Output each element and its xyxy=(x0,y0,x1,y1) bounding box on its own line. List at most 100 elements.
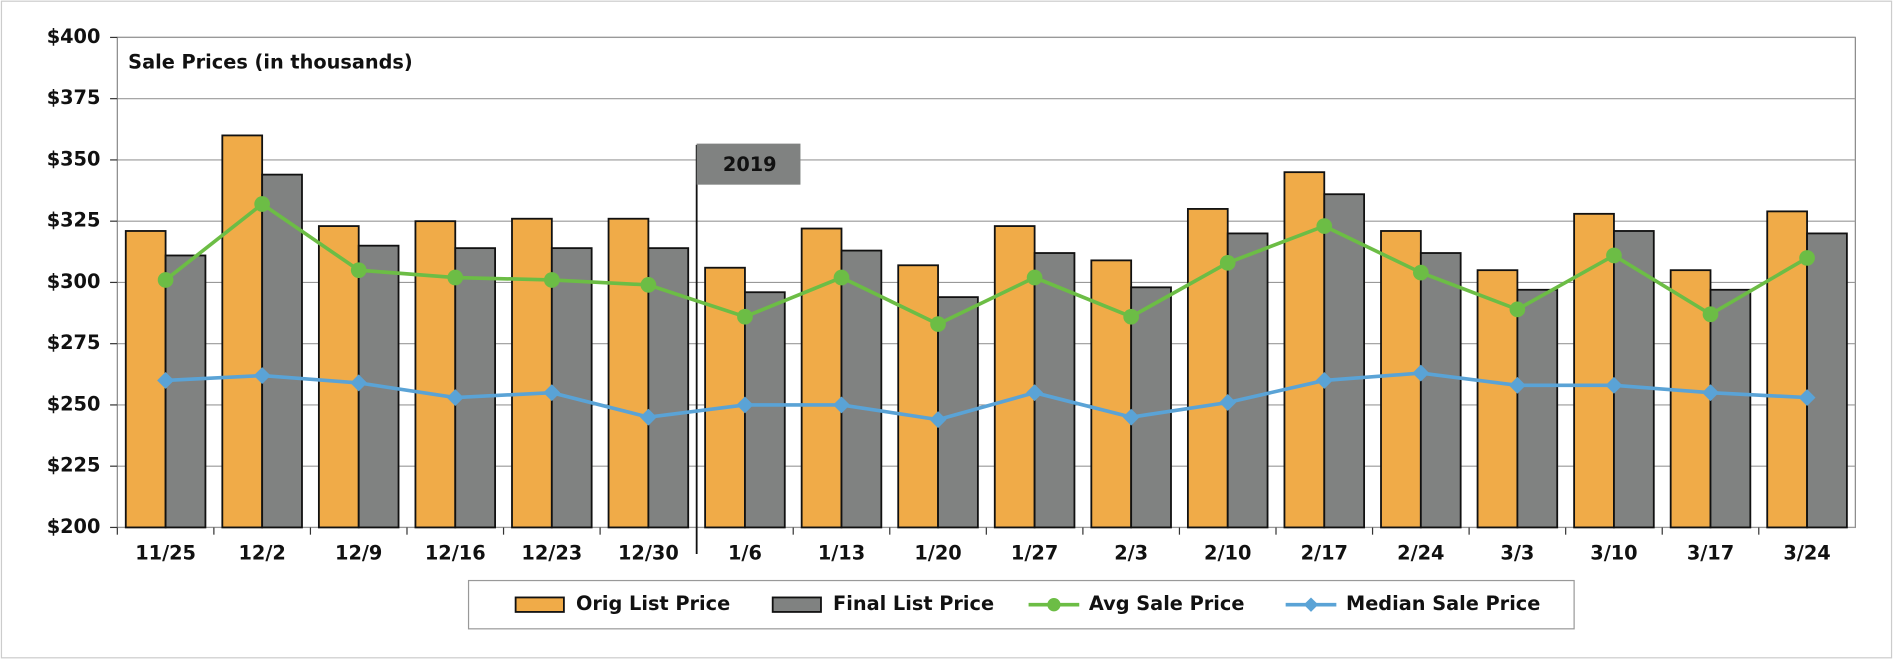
marker xyxy=(1702,306,1719,323)
y-tick-label: $250 xyxy=(47,392,101,415)
x-tick-label: 1/27 xyxy=(1011,541,1058,564)
marker xyxy=(1702,384,1719,402)
x-tick-label: 12/9 xyxy=(335,541,382,564)
annotation: 2019 xyxy=(723,153,777,176)
y-tick-label: $325 xyxy=(47,209,101,232)
bar xyxy=(1806,232,1848,529)
marker xyxy=(930,316,946,332)
marker xyxy=(1026,384,1044,402)
x-tick-label: 2/3 xyxy=(1114,541,1148,564)
marker xyxy=(1026,269,1043,286)
x-tick-label: 1/13 xyxy=(818,541,865,564)
x-tick-label: 3/10 xyxy=(1590,541,1637,564)
y-tick-label: $300 xyxy=(47,270,101,293)
marker xyxy=(1799,250,1815,266)
legend-marker xyxy=(1047,598,1061,612)
marker xyxy=(737,308,753,325)
marker xyxy=(736,396,754,414)
marker xyxy=(1509,301,1526,318)
marker xyxy=(1606,247,1622,264)
x-tick-label: 11/25 xyxy=(135,541,196,564)
legend-label: Median Sale Price xyxy=(1346,592,1540,615)
marker xyxy=(157,272,174,288)
bar xyxy=(1186,208,1229,529)
bar xyxy=(1090,259,1133,529)
y-tick-label: $200 xyxy=(47,515,101,538)
marker xyxy=(1123,308,1140,325)
marker xyxy=(1605,376,1623,394)
chart-title: Sale Prices (in thousands) xyxy=(128,50,413,73)
bar xyxy=(1226,232,1269,529)
x-tick-label: 12/2 xyxy=(238,541,285,564)
marker xyxy=(447,269,464,286)
legend-swatch xyxy=(514,596,565,613)
marker xyxy=(1412,364,1430,382)
marker xyxy=(929,411,947,429)
marker xyxy=(639,408,657,426)
bar xyxy=(1130,286,1172,529)
marker xyxy=(833,396,850,414)
bar xyxy=(1516,288,1559,529)
line xyxy=(165,371,1808,422)
marker xyxy=(157,371,175,389)
annotation-box xyxy=(696,143,801,185)
marker xyxy=(543,272,560,288)
x-tick-label: 3/17 xyxy=(1687,541,1734,564)
bar xyxy=(454,247,497,529)
bar xyxy=(1033,252,1076,529)
bar xyxy=(317,225,360,529)
marker xyxy=(350,262,367,279)
x-tick-label: 1/20 xyxy=(914,541,961,564)
y-tick-label: $350 xyxy=(47,147,101,170)
bar xyxy=(1283,171,1326,529)
marker xyxy=(1508,376,1526,394)
legend-swatch xyxy=(771,596,822,613)
marker xyxy=(1412,264,1429,281)
legend-label: Orig List Price xyxy=(576,592,730,615)
y-tick-label: $375 xyxy=(47,86,101,109)
bar xyxy=(993,225,1036,529)
bar xyxy=(261,173,303,529)
x-tick-label: 3/3 xyxy=(1500,541,1534,564)
marker xyxy=(1122,408,1140,426)
bar xyxy=(221,134,264,529)
bar xyxy=(550,247,593,529)
x-tick-label: 12/23 xyxy=(521,541,582,564)
bar xyxy=(1613,230,1655,529)
marker xyxy=(446,389,464,407)
marker xyxy=(1219,254,1236,271)
x-tick-label: 12/30 xyxy=(618,541,679,564)
bar xyxy=(1709,288,1752,529)
x-tick-label: 2/17 xyxy=(1301,541,1348,564)
marker xyxy=(543,384,561,402)
marker xyxy=(1219,394,1237,411)
bar xyxy=(840,249,883,529)
bar xyxy=(164,254,207,529)
bar xyxy=(1419,252,1462,529)
y-tick-label: $225 xyxy=(47,454,101,477)
marker xyxy=(350,374,368,392)
line xyxy=(164,201,1808,327)
y-tick-label: $400 xyxy=(47,25,101,48)
x-tick-label: 12/16 xyxy=(425,541,486,564)
marker xyxy=(1315,371,1333,389)
legend-label: Final List Price xyxy=(833,592,994,615)
x-tick-label: 1/6 xyxy=(728,541,762,564)
legend-box xyxy=(467,579,1575,630)
bar xyxy=(1766,210,1808,529)
marker xyxy=(254,196,270,212)
bar xyxy=(1323,193,1366,529)
marker xyxy=(833,269,850,286)
legend-label: Avg Sale Price xyxy=(1089,592,1245,615)
marker xyxy=(640,277,657,293)
bar xyxy=(744,291,786,529)
bar xyxy=(414,220,457,529)
y-tick-label: $275 xyxy=(47,331,101,354)
marker xyxy=(1316,218,1333,234)
x-tick-label: 2/10 xyxy=(1204,541,1251,564)
x-tick-label: 2/24 xyxy=(1397,541,1444,564)
bar xyxy=(607,217,650,529)
bar xyxy=(897,264,939,529)
x-tick-label: 3/24 xyxy=(1783,541,1830,564)
